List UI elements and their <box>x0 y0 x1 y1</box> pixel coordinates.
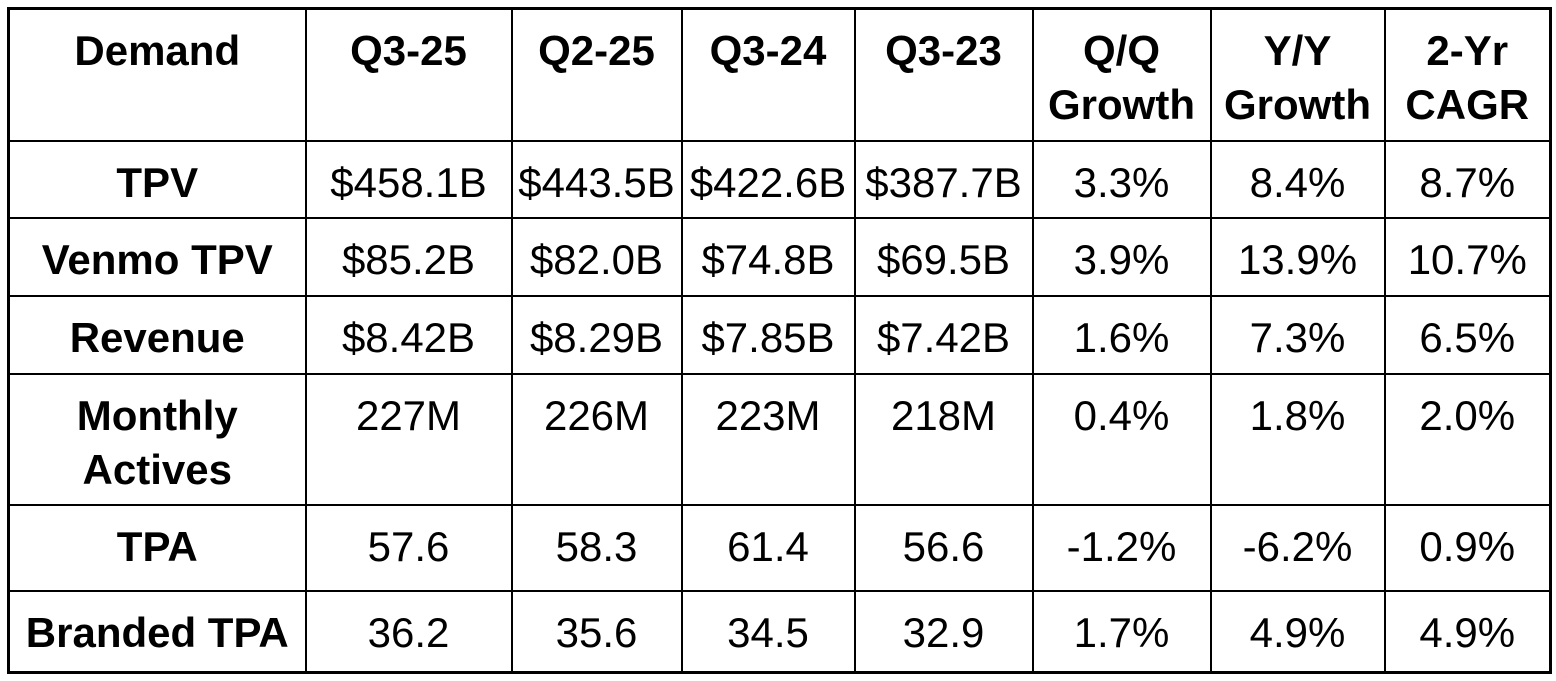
data-cell: -6.2% <box>1209 504 1386 593</box>
data-cell: 3.9% <box>1031 217 1212 297</box>
row-label-monthly-actives: Monthly Actives <box>7 372 307 507</box>
data-cell: 36.2 <box>304 590 513 674</box>
data-cell: $387.7B <box>853 139 1034 220</box>
data-cell: 1.8% <box>1209 372 1386 507</box>
data-cell: 8.4% <box>1209 139 1386 220</box>
header-cell-q3-25: Q3-25 <box>304 7 513 142</box>
data-cell: 8.7% <box>1383 139 1552 220</box>
data-cell: $74.8B <box>680 217 856 297</box>
data-cell: 1.6% <box>1031 295 1212 375</box>
data-cell: 227M <box>304 372 513 507</box>
row-label-venmo-tpv: Venmo TPV <box>7 217 307 297</box>
row-label-tpv: TPV <box>7 139 307 220</box>
header-cell-2yr-cagr: 2-Yr CAGR <box>1383 7 1552 142</box>
data-cell: $85.2B <box>304 217 513 297</box>
data-cell: 10.7% <box>1383 217 1552 297</box>
data-cell: 0.9% <box>1383 504 1552 593</box>
data-cell: 61.4 <box>680 504 856 593</box>
data-cell: 56.6 <box>853 504 1034 593</box>
table-row-tpa: TPA 57.6 58.3 61.4 56.6 -1.2% -6.2% 0.9% <box>7 504 1552 593</box>
data-cell: 34.5 <box>680 590 856 674</box>
data-cell: 0.4% <box>1031 372 1212 507</box>
header-cell-yy-growth: Y/Y Growth <box>1209 7 1386 142</box>
data-cell: 218M <box>853 372 1034 507</box>
data-cell: 6.5% <box>1383 295 1552 375</box>
data-cell: -1.2% <box>1031 504 1212 593</box>
data-cell: $8.29B <box>510 295 683 375</box>
data-cell: $82.0B <box>510 217 683 297</box>
data-cell: $7.85B <box>680 295 856 375</box>
table-row-monthly-actives: Monthly Actives 227M 226M 223M 218M 0.4%… <box>7 372 1552 507</box>
data-cell: 57.6 <box>304 504 513 593</box>
data-cell: 13.9% <box>1209 217 1386 297</box>
data-cell: 35.6 <box>510 590 683 674</box>
data-cell: $69.5B <box>853 217 1034 297</box>
data-cell: $7.42B <box>853 295 1034 375</box>
data-cell: 3.3% <box>1031 139 1212 220</box>
data-cell: 32.9 <box>853 590 1034 674</box>
header-cell-demand: Demand <box>7 7 307 142</box>
data-cell: 1.7% <box>1031 590 1212 674</box>
header-cell-qq-growth: Q/Q Growth <box>1031 7 1212 142</box>
data-cell: 4.9% <box>1383 590 1552 674</box>
data-cell: 223M <box>680 372 856 507</box>
table-row-branded-tpa: Branded TPA 36.2 35.6 34.5 32.9 1.7% 4.9… <box>7 590 1552 674</box>
header-row: Demand Q3-25 Q2-25 Q3-24 Q3-23 Q/Q Growt… <box>7 7 1552 142</box>
row-label-revenue: Revenue <box>7 295 307 375</box>
header-cell-q2-25: Q2-25 <box>510 7 683 142</box>
data-cell: 58.3 <box>510 504 683 593</box>
demand-metrics-table: Demand Q3-25 Q2-25 Q3-24 Q3-23 Q/Q Growt… <box>7 7 1552 674</box>
row-label-tpa: TPA <box>7 504 307 593</box>
table-row-tpv: TPV $458.1B $443.5B $422.6B $387.7B 3.3%… <box>7 139 1552 220</box>
row-label-branded-tpa: Branded TPA <box>7 590 307 674</box>
data-cell: $422.6B <box>680 139 856 220</box>
data-cell: 2.0% <box>1383 372 1552 507</box>
data-cell: 7.3% <box>1209 295 1386 375</box>
table-row-revenue: Revenue $8.42B $8.29B $7.85B $7.42B 1.6%… <box>7 295 1552 375</box>
data-cell: $458.1B <box>304 139 513 220</box>
data-cell: 226M <box>510 372 683 507</box>
data-cell: $8.42B <box>304 295 513 375</box>
data-cell: 4.9% <box>1209 590 1386 674</box>
header-cell-q3-24: Q3-24 <box>680 7 856 142</box>
data-cell: $443.5B <box>510 139 683 220</box>
header-cell-q3-23: Q3-23 <box>853 7 1034 142</box>
table-row-venmo-tpv: Venmo TPV $85.2B $82.0B $74.8B $69.5B 3.… <box>7 217 1552 297</box>
